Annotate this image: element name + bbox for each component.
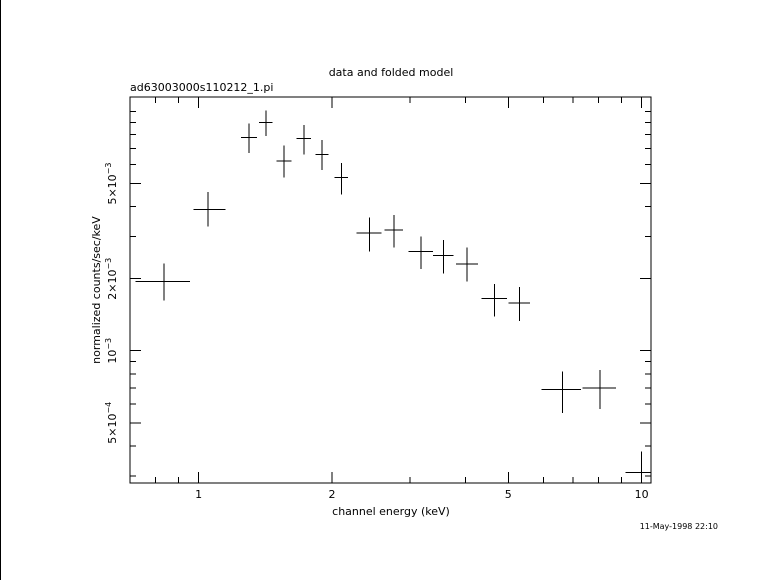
plot-frame-group (129, 96, 652, 484)
data-point (240, 123, 258, 154)
data-point (384, 214, 403, 248)
window-left-edge (0, 0, 1, 580)
plot-frame (129, 96, 652, 484)
axis-ticks-group (129, 97, 651, 483)
y-tick-mantissa: 10 (106, 350, 119, 364)
y-tick-label-text: 10−3 (104, 338, 119, 364)
data-point (508, 286, 531, 322)
data-points-group (135, 110, 651, 483)
timestamp: 11-May-1998 22:10 (640, 522, 718, 531)
y-tick-mantissa: 2×10 (106, 270, 119, 300)
tick-labels-group: 1 2 5 105×10−410−32×10−35×10−3 (104, 163, 649, 501)
y-tick-label: 10−3 (104, 338, 119, 364)
y-tick-label: 5×10−4 (104, 402, 119, 444)
y-axis-label: normalized counts/sec/keV (90, 216, 103, 364)
chart-title: data and folded model (329, 66, 454, 79)
data-point (481, 284, 508, 317)
data-point (135, 263, 190, 301)
y-tick-exponent: −3 (104, 163, 113, 175)
data-point (315, 140, 329, 170)
data-point (541, 371, 582, 413)
data-point (276, 145, 292, 178)
x-tick-label: 2 (328, 488, 335, 501)
y-tick-label: 5×10−3 (104, 163, 119, 205)
y-tick-label-text: 5×10−4 (104, 402, 119, 444)
y-tick-exponent: −3 (104, 338, 113, 350)
y-tick-mantissa: 5×10 (106, 414, 119, 444)
y-tick-exponent: −4 (104, 402, 113, 414)
x-tick-label: 1 (195, 488, 202, 501)
y-tick-exponent: −3 (104, 258, 113, 270)
data-point (259, 110, 273, 137)
chart-subtitle: ad63003000s110212_1.pi (130, 81, 273, 94)
data-point (334, 162, 349, 195)
y-tick-label: 2×10−3 (104, 258, 119, 300)
x-axis-label: channel energy (keV) (332, 505, 450, 518)
data-point (625, 451, 651, 483)
x-tick-label: 10 (635, 488, 649, 501)
data-point (296, 124, 312, 155)
data-point (408, 236, 433, 269)
y-tick-label-text: 2×10−3 (104, 258, 119, 300)
data-point (356, 217, 382, 252)
y-tick-mantissa: 5×10 (106, 174, 119, 204)
x-tick-label: 5 (505, 488, 512, 501)
data-point (432, 240, 454, 274)
y-tick-label-text: 5×10−3 (104, 163, 119, 205)
data-point (582, 370, 616, 410)
data-point (455, 247, 478, 282)
data-point (193, 192, 226, 227)
